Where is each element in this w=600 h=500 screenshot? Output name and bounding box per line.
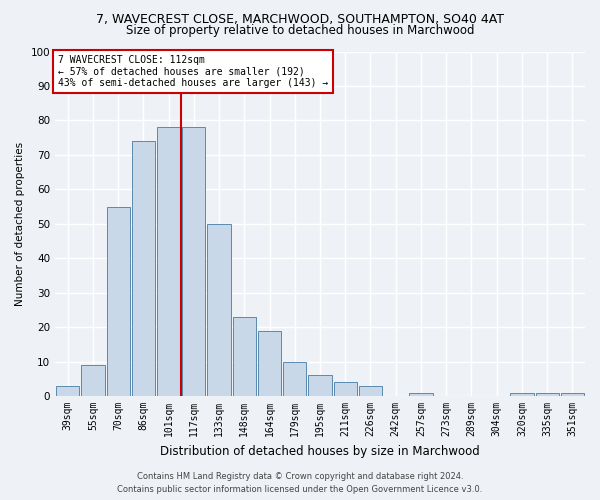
Bar — [308, 376, 332, 396]
Y-axis label: Number of detached properties: Number of detached properties — [15, 142, 25, 306]
Bar — [561, 392, 584, 396]
Text: Contains HM Land Registry data © Crown copyright and database right 2024.
Contai: Contains HM Land Registry data © Crown c… — [118, 472, 482, 494]
Bar — [132, 141, 155, 396]
Bar — [233, 317, 256, 396]
Bar — [409, 392, 433, 396]
Bar — [511, 392, 533, 396]
Bar — [258, 330, 281, 396]
Text: 7, WAVECREST CLOSE, MARCHWOOD, SOUTHAMPTON, SO40 4AT: 7, WAVECREST CLOSE, MARCHWOOD, SOUTHAMPT… — [96, 12, 504, 26]
X-axis label: Distribution of detached houses by size in Marchwood: Distribution of detached houses by size … — [160, 444, 480, 458]
Text: Size of property relative to detached houses in Marchwood: Size of property relative to detached ho… — [126, 24, 474, 37]
Bar — [283, 362, 307, 396]
Bar — [157, 128, 180, 396]
Bar — [182, 128, 205, 396]
Bar — [81, 365, 104, 396]
Text: 7 WAVECREST CLOSE: 112sqm
← 57% of detached houses are smaller (192)
43% of semi: 7 WAVECREST CLOSE: 112sqm ← 57% of detac… — [58, 55, 328, 88]
Bar — [208, 224, 230, 396]
Bar — [334, 382, 357, 396]
Bar — [107, 206, 130, 396]
Bar — [56, 386, 79, 396]
Bar — [536, 392, 559, 396]
Bar — [359, 386, 382, 396]
